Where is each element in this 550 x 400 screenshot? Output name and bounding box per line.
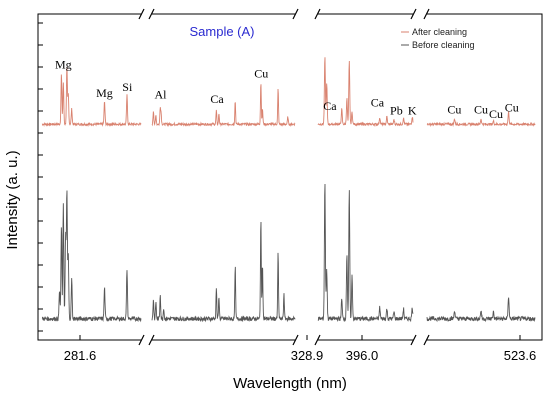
legend-label-after: After cleaning: [412, 27, 467, 37]
trace-before-panel-2: [151, 221, 296, 323]
element-label: Ca: [210, 92, 224, 106]
plot-frame: [37, 13, 543, 341]
element-label: Cu: [254, 67, 268, 81]
chart-title: Sample (A): [189, 24, 254, 39]
break-mark: [410, 8, 417, 20]
break-mark: [292, 334, 299, 346]
break-mark: [292, 8, 299, 20]
trace-after-panel-2: [151, 84, 296, 128]
element-label: Ca: [371, 96, 385, 110]
element-label: Cu: [505, 101, 519, 115]
element-label: Ca: [323, 99, 337, 113]
element-label: Al: [154, 88, 167, 102]
element-label: Cu: [447, 103, 461, 117]
break-gap: [413, 12, 427, 16]
x-tick-label: 328.9: [291, 348, 324, 363]
axis-ticks: 281.6 328.9 396.0 523.6: [38, 22, 537, 363]
element-label: Cu: [474, 103, 488, 117]
break-gap: [141, 12, 152, 16]
x-axis-label: Wavelength (nm): [233, 375, 347, 392]
element-label: Mg: [55, 58, 72, 72]
break-mark: [314, 334, 321, 346]
axis-breaks: [138, 8, 430, 346]
y-axis-label: Intensity (a. u.): [4, 150, 21, 249]
break-mark: [148, 8, 155, 20]
trace-after-panel-1: [41, 66, 142, 128]
break-mark: [423, 334, 430, 346]
break-mark: [314, 8, 321, 20]
element-label: Si: [122, 80, 133, 94]
break-mark: [148, 334, 155, 346]
break-gap: [141, 338, 152, 342]
trace-after-panel-4: [426, 111, 536, 128]
x-tick-label: 523.6: [504, 348, 537, 363]
element-label: Pb: [390, 103, 403, 117]
trace-after-panel-3: [317, 57, 414, 127]
trace-before-panel-4: [426, 297, 536, 323]
break-mark: [423, 8, 430, 20]
x-tick-label: 396.0: [346, 348, 379, 363]
trace-before-panel-1: [41, 190, 142, 323]
x-tick-label: 281.6: [64, 348, 97, 363]
break-mark: [410, 334, 417, 346]
break-mark: [138, 8, 145, 20]
trace-before-panel-3: [317, 183, 414, 323]
element-label: K: [408, 103, 417, 117]
break-gap: [295, 12, 318, 16]
break-gap: [413, 338, 427, 342]
break-mark: [138, 334, 145, 346]
legend-label-before: Before cleaning: [412, 40, 475, 50]
spectra: [41, 57, 536, 323]
element-label: Cu: [489, 107, 503, 121]
element-label: Mg: [96, 86, 113, 100]
legend: After cleaning Before cleaning: [401, 27, 475, 50]
